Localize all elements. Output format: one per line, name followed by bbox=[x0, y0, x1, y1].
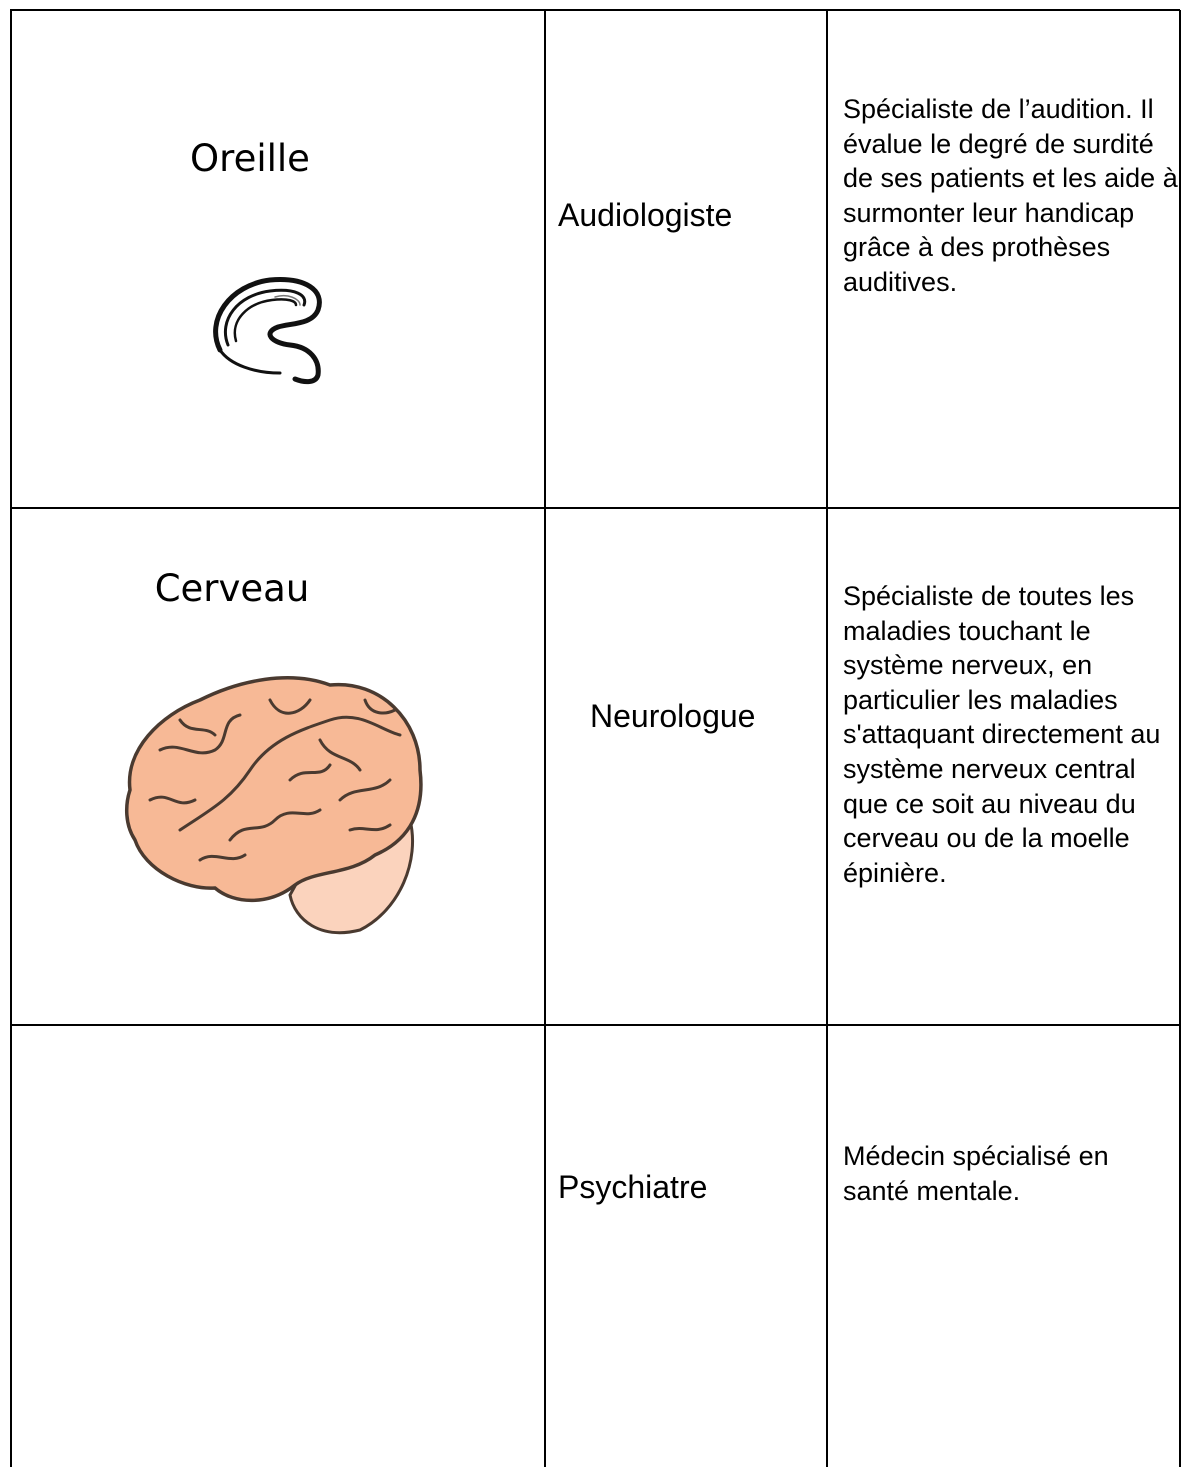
specialist-label: Audiologiste bbox=[558, 197, 733, 233]
row-divider bbox=[10, 507, 1180, 509]
table-border bbox=[10, 9, 1180, 11]
description: Spécialiste de toutes les maladies touch… bbox=[843, 581, 1161, 888]
table-border bbox=[1179, 10, 1181, 1467]
column-divider bbox=[544, 10, 546, 1467]
organ-label: Oreille bbox=[190, 137, 310, 180]
specialist-label: Neurologue bbox=[590, 698, 756, 734]
brain-icon bbox=[124, 676, 423, 935]
organ-label: Cerveau bbox=[154, 567, 310, 610]
description: Spécialiste de l’audition. Il évalue le … bbox=[843, 94, 1178, 297]
description: Médecin spécialisé en santé mentale. bbox=[843, 1141, 1109, 1206]
column-divider bbox=[826, 10, 828, 1467]
specialist-label: Psychiatre bbox=[558, 1169, 708, 1205]
row-divider bbox=[10, 1024, 1180, 1026]
table-border bbox=[10, 10, 12, 1467]
ear-icon bbox=[213, 277, 322, 385]
